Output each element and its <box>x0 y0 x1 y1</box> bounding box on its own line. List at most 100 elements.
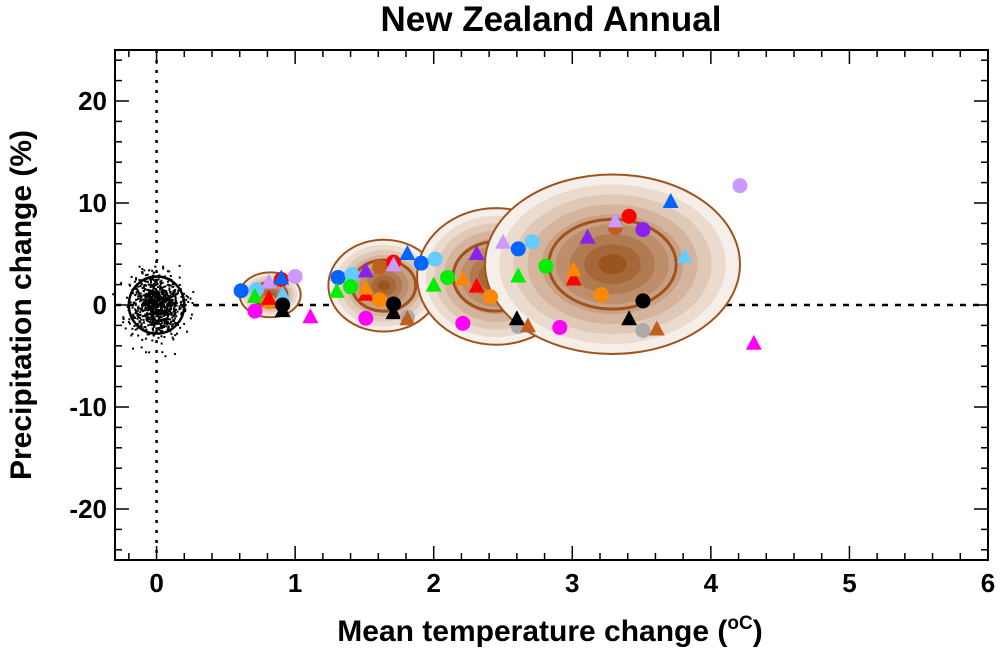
variability-point <box>172 303 175 306</box>
variability-point <box>150 284 153 287</box>
variability-point <box>162 265 165 268</box>
variability-point <box>135 292 138 295</box>
variability-point <box>178 276 181 279</box>
variability-point <box>166 292 169 295</box>
model-point-triangle <box>519 317 536 333</box>
variability-point <box>154 284 157 287</box>
variability-point <box>122 316 125 319</box>
variability-point <box>142 301 145 304</box>
variability-point <box>183 322 186 325</box>
variability-point <box>165 290 168 293</box>
variability-point <box>152 301 155 304</box>
variability-point <box>161 351 164 354</box>
variability-point <box>144 307 147 310</box>
x-tick-label: 3 <box>565 568 579 598</box>
variability-point <box>165 297 168 300</box>
model-point-circle <box>455 315 471 331</box>
variability-point <box>141 307 144 310</box>
variability-point <box>166 318 169 321</box>
variability-point <box>157 317 160 320</box>
variability-point <box>165 293 168 296</box>
variability-point <box>152 308 155 311</box>
model-point-circle <box>386 296 402 312</box>
variability-point <box>148 312 151 315</box>
variability-point <box>173 304 176 307</box>
variability-point <box>174 301 177 304</box>
model-point-circle <box>358 310 374 326</box>
variability-point <box>169 274 172 277</box>
variability-point <box>185 298 188 301</box>
variability-point <box>162 306 165 309</box>
variability-point <box>174 317 177 320</box>
variability-point <box>151 309 154 312</box>
model-point-circle <box>372 292 388 308</box>
model-point-triangle <box>260 273 277 289</box>
variability-point <box>138 265 141 268</box>
variability-point <box>170 311 173 314</box>
variability-point <box>145 302 148 305</box>
variability-point <box>168 296 171 299</box>
variability-point <box>171 285 174 288</box>
model-point-triangle <box>607 212 624 228</box>
variability-point <box>136 314 139 317</box>
variability-point <box>141 305 144 308</box>
variability-point <box>152 315 155 318</box>
variability-point <box>128 283 131 286</box>
model-point-triangle <box>662 192 679 208</box>
variability-point <box>159 285 162 288</box>
variability-point <box>138 293 141 296</box>
variability-point <box>163 299 166 302</box>
variability-point <box>176 292 179 295</box>
variability-point <box>140 322 143 325</box>
variability-point <box>138 294 141 297</box>
variability-point <box>164 296 167 299</box>
x-tick-label: 6 <box>981 568 995 598</box>
variability-point <box>160 304 163 307</box>
variability-point <box>173 308 176 311</box>
variability-point <box>151 316 154 319</box>
variability-point <box>174 293 177 296</box>
variability-point <box>172 338 175 341</box>
variability-point <box>171 336 174 339</box>
variability-point <box>160 325 163 328</box>
ellipse-band <box>598 254 627 275</box>
variability-point <box>143 287 146 290</box>
variability-point <box>154 303 157 306</box>
x-tick-label: 4 <box>704 568 719 598</box>
variability-point <box>155 327 158 330</box>
variability-point <box>167 280 170 283</box>
variability-point <box>122 317 125 320</box>
variability-point <box>141 271 144 274</box>
variability-point <box>192 291 195 294</box>
variability-point <box>162 285 165 288</box>
variability-point <box>189 297 192 300</box>
variability-point <box>129 301 132 304</box>
x-tick-label: 5 <box>842 568 856 598</box>
variability-point <box>142 298 145 301</box>
variability-point <box>148 283 151 286</box>
variability-point <box>160 326 163 329</box>
variability-point <box>146 333 149 336</box>
variability-point <box>164 301 167 304</box>
variability-point <box>173 322 176 325</box>
variability-point <box>161 313 164 316</box>
variability-point <box>147 308 150 311</box>
variability-point <box>155 279 158 282</box>
variability-point <box>161 289 164 292</box>
variability-point <box>144 284 147 287</box>
variability-point <box>148 333 151 336</box>
variability-point <box>172 319 175 322</box>
variability-point <box>158 318 161 321</box>
variability-point <box>137 285 140 288</box>
variability-point <box>150 304 153 307</box>
variability-point <box>169 301 172 304</box>
variability-point <box>179 326 182 329</box>
variability-point <box>165 300 168 303</box>
variability-point <box>173 313 176 316</box>
variability-point <box>148 293 151 296</box>
variability-point <box>143 269 146 272</box>
model-point-circle <box>510 241 526 257</box>
variability-point <box>180 295 183 298</box>
variability-point <box>175 321 178 324</box>
model-point-circle <box>413 255 429 271</box>
